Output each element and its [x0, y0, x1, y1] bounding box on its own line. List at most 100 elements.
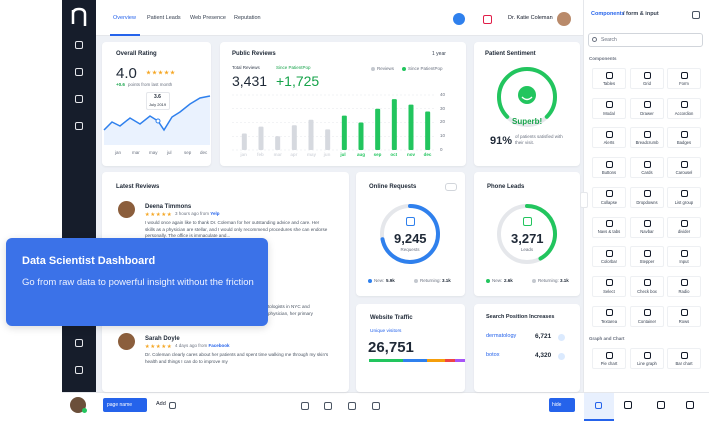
bar: [408, 104, 414, 150]
x-tick-label: jan: [240, 151, 247, 157]
component-label: Form: [679, 80, 689, 86]
x-tick-label: nov: [407, 151, 416, 157]
status-dot: [82, 408, 87, 413]
legend-label: Returning:: [538, 277, 559, 283]
icon: [624, 401, 632, 409]
card-menu[interactable]: [445, 183, 457, 191]
icon: [680, 351, 688, 359]
add-button[interactable]: [453, 13, 465, 25]
component-tile[interactable]: [630, 97, 664, 119]
nav-tab[interactable]: Patient Leads: [147, 15, 181, 22]
icon: [75, 95, 83, 103]
y-tick-label: 20: [440, 119, 446, 125]
icon: [680, 101, 688, 109]
icon: [605, 130, 613, 138]
rating-score: 4.0: [116, 64, 137, 82]
component-tile[interactable]: [630, 216, 664, 238]
tool-selected[interactable]: [584, 393, 614, 421]
component-tile[interactable]: [667, 68, 701, 89]
bar: [358, 122, 364, 150]
icon: [605, 279, 613, 287]
component-tile[interactable]: [630, 127, 664, 149]
trend-icon: [558, 352, 565, 360]
component-tile[interactable]: [592, 305, 626, 327]
component-tile[interactable]: [592, 186, 626, 208]
sentiment-percent: 91%: [490, 134, 513, 147]
search-term: dermatology: [486, 333, 517, 340]
panel-toggle[interactable]: [580, 192, 588, 208]
component-tile[interactable]: [630, 348, 664, 369]
component-tile[interactable]: [667, 305, 701, 327]
icon: [594, 401, 602, 409]
smile: [521, 96, 533, 101]
nav-tab[interactable]: Overview: [113, 15, 136, 22]
component-label: Select: [603, 288, 615, 294]
component-tile[interactable]: [592, 157, 626, 179]
component-label: Navbar: [640, 229, 654, 235]
search-box[interactable]: [588, 33, 703, 47]
component-tile[interactable]: [592, 275, 626, 297]
component-label: Pie chart: [600, 360, 618, 366]
legend-label: Returning:: [420, 277, 441, 283]
sidebar: [62, 0, 96, 392]
icon: [643, 279, 651, 287]
component-tile[interactable]: [667, 275, 701, 297]
component-tile[interactable]: [667, 127, 701, 149]
x-tick-label: feb: [257, 151, 264, 157]
star: [150, 212, 155, 217]
icon: [643, 130, 651, 138]
component-tile[interactable]: [630, 275, 664, 297]
icon: [605, 71, 613, 79]
component-tile[interactable]: [667, 97, 701, 119]
component-tile[interactable]: [667, 157, 701, 179]
icon: [75, 366, 83, 374]
hide-label[interactable]: hide: [552, 401, 562, 408]
page-button[interactable]: [103, 398, 147, 412]
add-label[interactable]: Add: [156, 401, 166, 408]
nav-tab[interactable]: Reputation: [234, 15, 261, 22]
icon: [643, 190, 651, 198]
traffic-bar: [445, 359, 455, 362]
review-text: I would once again like to thank Dr. Col…: [145, 220, 328, 239]
hide-button[interactable]: [549, 398, 575, 412]
icon: [605, 351, 613, 359]
period-select[interactable]: 1 year: [432, 50, 446, 57]
component-label: Input: [679, 259, 689, 265]
traffic-bar: [403, 359, 427, 362]
component-tile[interactable]: [630, 68, 664, 89]
component-tile[interactable]: [592, 68, 626, 89]
bar: [275, 136, 281, 150]
reviewer-name: Deena Timmons: [145, 204, 192, 210]
x-tick-label: mar: [273, 151, 282, 157]
section-label: Components: [589, 55, 617, 61]
component-tile[interactable]: [592, 348, 626, 369]
component-tile[interactable]: [667, 216, 701, 238]
star: [164, 70, 169, 75]
rating-line-chart: [103, 95, 211, 145]
card-title: Search Position Increases: [486, 314, 555, 321]
component-tile[interactable]: [630, 305, 664, 327]
component-tile[interactable]: [592, 97, 626, 119]
component-tile[interactable]: [630, 186, 664, 208]
x-tick-label: apr: [290, 151, 298, 157]
component-tile[interactable]: [667, 186, 701, 208]
component-tile[interactable]: [667, 348, 701, 369]
traffic-bar: [427, 359, 445, 362]
component-tile[interactable]: [592, 246, 626, 268]
component-label: List group: [674, 199, 694, 205]
x-label: sep: [184, 149, 192, 155]
icon: [301, 402, 309, 410]
search-value: 4,320: [535, 351, 552, 359]
website-traffic-card: [356, 304, 465, 392]
component-tile[interactable]: [630, 157, 664, 179]
component-tile[interactable]: [667, 246, 701, 268]
page-button-label[interactable]: page name: [107, 401, 133, 408]
ring-arc: [497, 67, 557, 119]
avatar: [118, 201, 135, 218]
legend-dot: [371, 67, 375, 71]
component-tile[interactable]: [592, 127, 626, 149]
component-tile[interactable]: [592, 216, 626, 238]
component-tile[interactable]: [630, 246, 664, 268]
nav-tab[interactable]: Web Presence: [190, 15, 226, 22]
